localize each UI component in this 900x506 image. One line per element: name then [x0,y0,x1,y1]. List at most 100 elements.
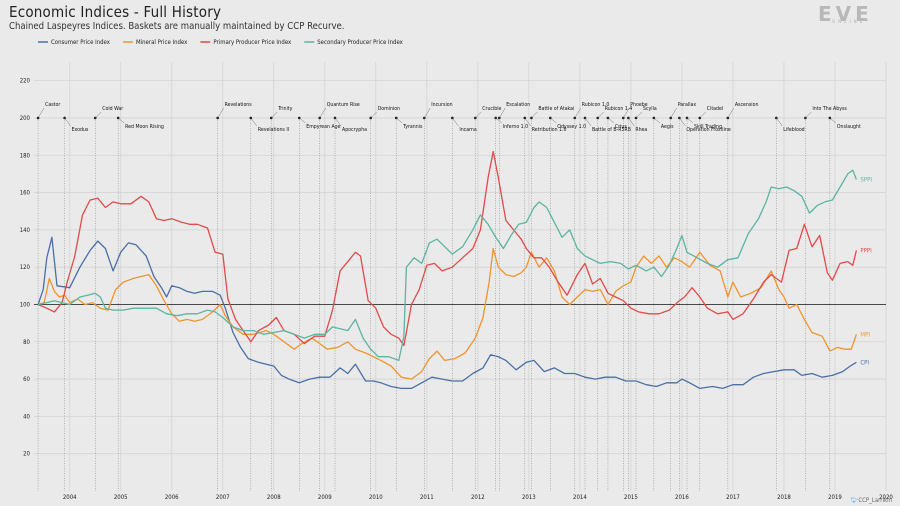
y-tick-label: 200 [20,115,31,122]
release-label: Aegis [661,124,674,130]
release-leader [679,117,686,127]
y-tick-label: 100 [20,301,31,308]
release-label: Lifeblood [783,127,804,133]
release-label: Crius [615,124,627,130]
logo-subtitle: ONLINE [832,20,866,25]
x-tick-label: 2020 [879,494,893,501]
release-leader [495,117,502,124]
legend-entry: Consumer Price Index [51,39,111,46]
series-end-label: MPI [860,331,870,338]
x-tick-label: 2017 [726,494,740,501]
release-label: Escalation [506,102,530,108]
series-end-label: SPPI [860,177,872,184]
release-leader [370,111,377,119]
release-leader [776,117,783,127]
release-leader [64,117,71,127]
release-label: Revelations [225,102,253,108]
release-leader [118,117,125,124]
twitter-bird-icon: 🐦︎ [850,497,859,504]
legend-entry: Mineral Price Index [136,39,188,46]
y-tick-label: 220 [20,78,31,85]
release-leader [623,107,630,119]
release-leader [584,117,592,127]
release-leader [37,107,45,119]
x-tick-label: 2012 [471,494,485,501]
release-leader [727,107,735,119]
release-label: Dominion [378,106,400,112]
series-end-label: CPI [860,359,869,366]
release-label: Skill Trading [694,124,722,130]
credit-text: CCP_Larrikin [858,497,892,504]
x-tick-label: 2011 [420,494,434,501]
chart-title: Economic Indices - Full History [9,3,222,21]
release-label: Rubicon 1.0 [582,102,610,108]
y-tick-label: 80 [23,339,30,346]
y-tick-label: 180 [20,152,31,159]
release-label: Incarna [459,127,477,133]
release-label: Inferno 1.0 [503,124,528,130]
series-line-sppi [37,169,858,362]
release-leader [550,117,557,124]
release-label: Ascension [735,102,759,108]
x-tick-label: 2008 [267,494,281,501]
release-label: Apocrypha [342,127,367,133]
release-label: Odyssey 1.0 [557,124,586,130]
release-leader [334,117,342,127]
x-tick-label: 2009 [318,494,332,501]
x-tick-label: 2013 [522,494,536,501]
release-leader [805,111,812,119]
release-label: Revelations II [258,127,289,133]
release-leader [829,117,837,124]
release-label: Rhea [635,127,647,133]
y-tick-label: 140 [20,227,31,234]
release-leader [250,117,257,127]
x-tick-label: 2006 [165,494,179,501]
release-label: Red Moon Rising [125,124,164,130]
legend-entry: Secondary Producer Price Index [317,39,403,46]
eve-online-logo: EVE ONLINE [818,2,886,26]
x-tick-label: 2016 [675,494,689,501]
release-leader [271,111,278,119]
release-label: Citadel [707,106,723,112]
series-line-cpi [37,236,857,390]
series-line-pppi [37,150,858,347]
release-label: Parallax [678,102,697,108]
release-leader [607,117,615,124]
release-leader [424,107,431,119]
legend-entry: Primary Producer Price Index [213,39,292,46]
release-label: Phoebe [630,102,647,108]
series-line-mpi [37,247,858,380]
release-leader [475,111,482,119]
credit-handle: 🐦︎CCP_Larrikin [851,497,892,504]
x-tick-label: 2010 [369,494,383,501]
release-leader [95,111,102,119]
release-leader [396,117,403,124]
release-label: Trinity [277,106,292,112]
x-tick-label: 2015 [624,494,638,501]
x-tick-label: 2014 [573,494,587,501]
release-label: Quantum Rise [327,102,360,108]
release-leader [686,117,694,124]
x-tick-label: 2005 [114,494,128,501]
release-leader [628,117,635,127]
release-label: Onslaught [837,124,861,130]
release-label: Incursion [431,102,452,108]
release-leader [574,107,581,119]
release-label: Battle of B-R5RB [592,127,631,133]
release-leader [670,107,677,119]
release-label: Scylla [643,106,657,112]
y-tick-label: 40 [23,413,30,420]
release-label: Exodus [72,127,89,133]
release-leader [597,111,604,119]
release-leader [217,107,224,119]
release-label: Cold War [102,106,123,112]
y-tick-label: 120 [20,264,31,271]
release-leader [635,111,643,119]
release-leader [299,117,306,124]
release-leader [452,117,459,127]
release-leader [699,111,706,119]
release-leader [653,117,660,124]
x-tick-label: 2018 [777,494,791,501]
chart-subtitle: Chained Laspeyres Indices. Baskets are m… [9,21,345,32]
